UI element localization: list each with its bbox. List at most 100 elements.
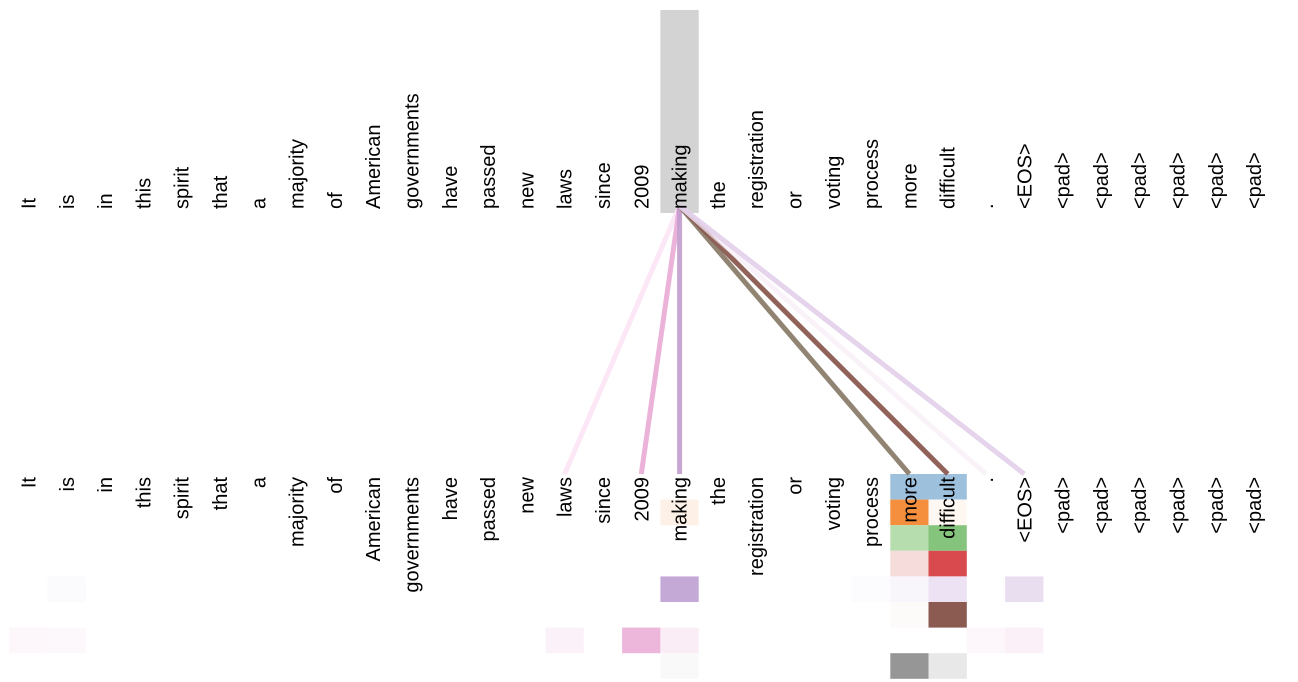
right-token[interactable]: passed — [478, 477, 500, 542]
selected-token-box[interactable] — [660, 10, 699, 213]
right-token[interactable]: difficult — [938, 477, 960, 539]
left-token[interactable]: spirit — [172, 166, 194, 209]
right-token[interactable]: process — [861, 477, 883, 547]
left-token[interactable]: <pad> — [1091, 152, 1113, 209]
attention-edge — [677, 204, 988, 476]
attention-cell — [660, 499, 699, 526]
attention-cell — [47, 627, 86, 654]
right-token[interactable]: registration — [746, 477, 768, 576]
attention-cell — [928, 550, 967, 577]
right-token[interactable]: or — [785, 477, 807, 495]
attention-cell — [660, 627, 699, 654]
head-attention-cells — [9, 474, 1044, 679]
left-token[interactable]: <pad> — [1206, 152, 1228, 209]
left-token[interactable]: laws — [555, 169, 577, 209]
attention-cell — [890, 499, 929, 526]
attention-edge — [678, 204, 1026, 476]
left-token[interactable]: 2009 — [631, 165, 653, 210]
attention-cell — [890, 653, 929, 679]
left-token[interactable]: this — [133, 178, 155, 209]
right-token[interactable]: <pad> — [1091, 477, 1113, 534]
right-token[interactable]: have — [440, 477, 462, 520]
attention-cell — [622, 627, 661, 654]
attention-cell — [928, 474, 967, 500]
attention-cell — [928, 653, 967, 679]
attention-cell — [928, 576, 967, 602]
attention-cell — [851, 576, 891, 602]
attention-cell — [1005, 576, 1044, 602]
left-token[interactable]: <pad> — [1244, 152, 1266, 209]
right-token-column: It is in this spirit that a majority of American g… — [19, 476, 1267, 593]
right-token[interactable]: this — [133, 477, 155, 508]
left-token[interactable]: <pad> — [1053, 152, 1075, 209]
left-token[interactable]: passed — [478, 145, 500, 210]
left-token[interactable]: difficult — [938, 147, 960, 209]
attention-edge — [677, 204, 950, 476]
left-token[interactable]: voting — [823, 156, 845, 209]
right-token[interactable]: laws — [555, 477, 577, 517]
left-token[interactable]: more — [899, 163, 921, 209]
left-token[interactable]: in — [95, 193, 117, 209]
right-token[interactable]: 2009 — [631, 477, 653, 522]
left-token-column: It is in this spirit that a majority of American g… — [19, 93, 1267, 209]
right-token[interactable]: new — [516, 476, 538, 513]
left-token[interactable]: of — [325, 192, 347, 209]
attention-cell — [660, 576, 699, 602]
right-token[interactable]: voting — [823, 477, 845, 530]
left-token[interactable]: . — [976, 203, 998, 209]
attention-cell — [890, 550, 929, 577]
left-token[interactable]: that — [210, 175, 232, 209]
selected-token-highlight — [660, 10, 699, 213]
right-token[interactable]: the — [708, 477, 730, 505]
right-token[interactable]: spirit — [172, 477, 194, 520]
left-token[interactable]: It — [19, 197, 41, 209]
right-token[interactable]: It — [19, 477, 41, 489]
right-token[interactable]: <pad> — [1168, 477, 1190, 534]
attention-cell — [545, 627, 584, 654]
attention-cell — [660, 653, 699, 679]
left-token[interactable]: a — [248, 197, 270, 209]
right-token[interactable]: more — [899, 477, 921, 523]
left-token[interactable]: <pad> — [1129, 152, 1151, 209]
attention-cell — [890, 602, 929, 628]
right-token[interactable]: governments — [402, 477, 424, 593]
left-token[interactable]: <EOS> — [1014, 143, 1036, 209]
right-token[interactable]: a — [248, 476, 270, 488]
attention-edge — [677, 204, 912, 476]
right-token[interactable]: majority — [287, 477, 309, 547]
right-token[interactable]: American — [363, 477, 385, 561]
attention-edge — [562, 205, 682, 475]
right-token[interactable]: of — [325, 477, 347, 494]
attention-cell — [966, 627, 1006, 654]
right-token[interactable]: is — [57, 477, 79, 491]
right-token[interactable]: in — [95, 477, 117, 493]
left-token[interactable]: new — [516, 172, 538, 209]
left-token[interactable]: process — [861, 139, 883, 209]
left-token[interactable]: is — [57, 195, 79, 209]
attention-cell — [928, 602, 967, 628]
attention-cell — [890, 576, 929, 602]
left-token[interactable]: have — [440, 166, 462, 209]
attention-cell — [47, 576, 86, 602]
left-token[interactable]: the — [708, 181, 730, 209]
left-token[interactable]: governments — [402, 93, 424, 209]
right-token[interactable]: <pad> — [1129, 477, 1151, 534]
right-token[interactable]: <pad> — [1244, 477, 1266, 534]
left-token[interactable]: <pad> — [1168, 152, 1190, 209]
attention-cell — [928, 525, 967, 551]
right-token[interactable]: <pad> — [1053, 477, 1075, 534]
left-token[interactable]: making — [670, 145, 692, 209]
right-token[interactable]: that — [210, 477, 232, 511]
left-token[interactable]: American — [363, 125, 385, 209]
left-token[interactable]: or — [785, 191, 807, 209]
left-token[interactable]: majority — [287, 139, 309, 209]
right-token[interactable]: since — [593, 477, 615, 524]
left-token[interactable]: registration — [746, 110, 768, 209]
right-token[interactable]: . — [976, 477, 998, 483]
right-token[interactable]: <EOS> — [1014, 477, 1036, 543]
right-token[interactable]: making — [670, 477, 692, 541]
left-token[interactable]: since — [593, 162, 615, 209]
right-token[interactable]: <pad> — [1206, 477, 1228, 534]
attention-cell — [9, 627, 48, 654]
